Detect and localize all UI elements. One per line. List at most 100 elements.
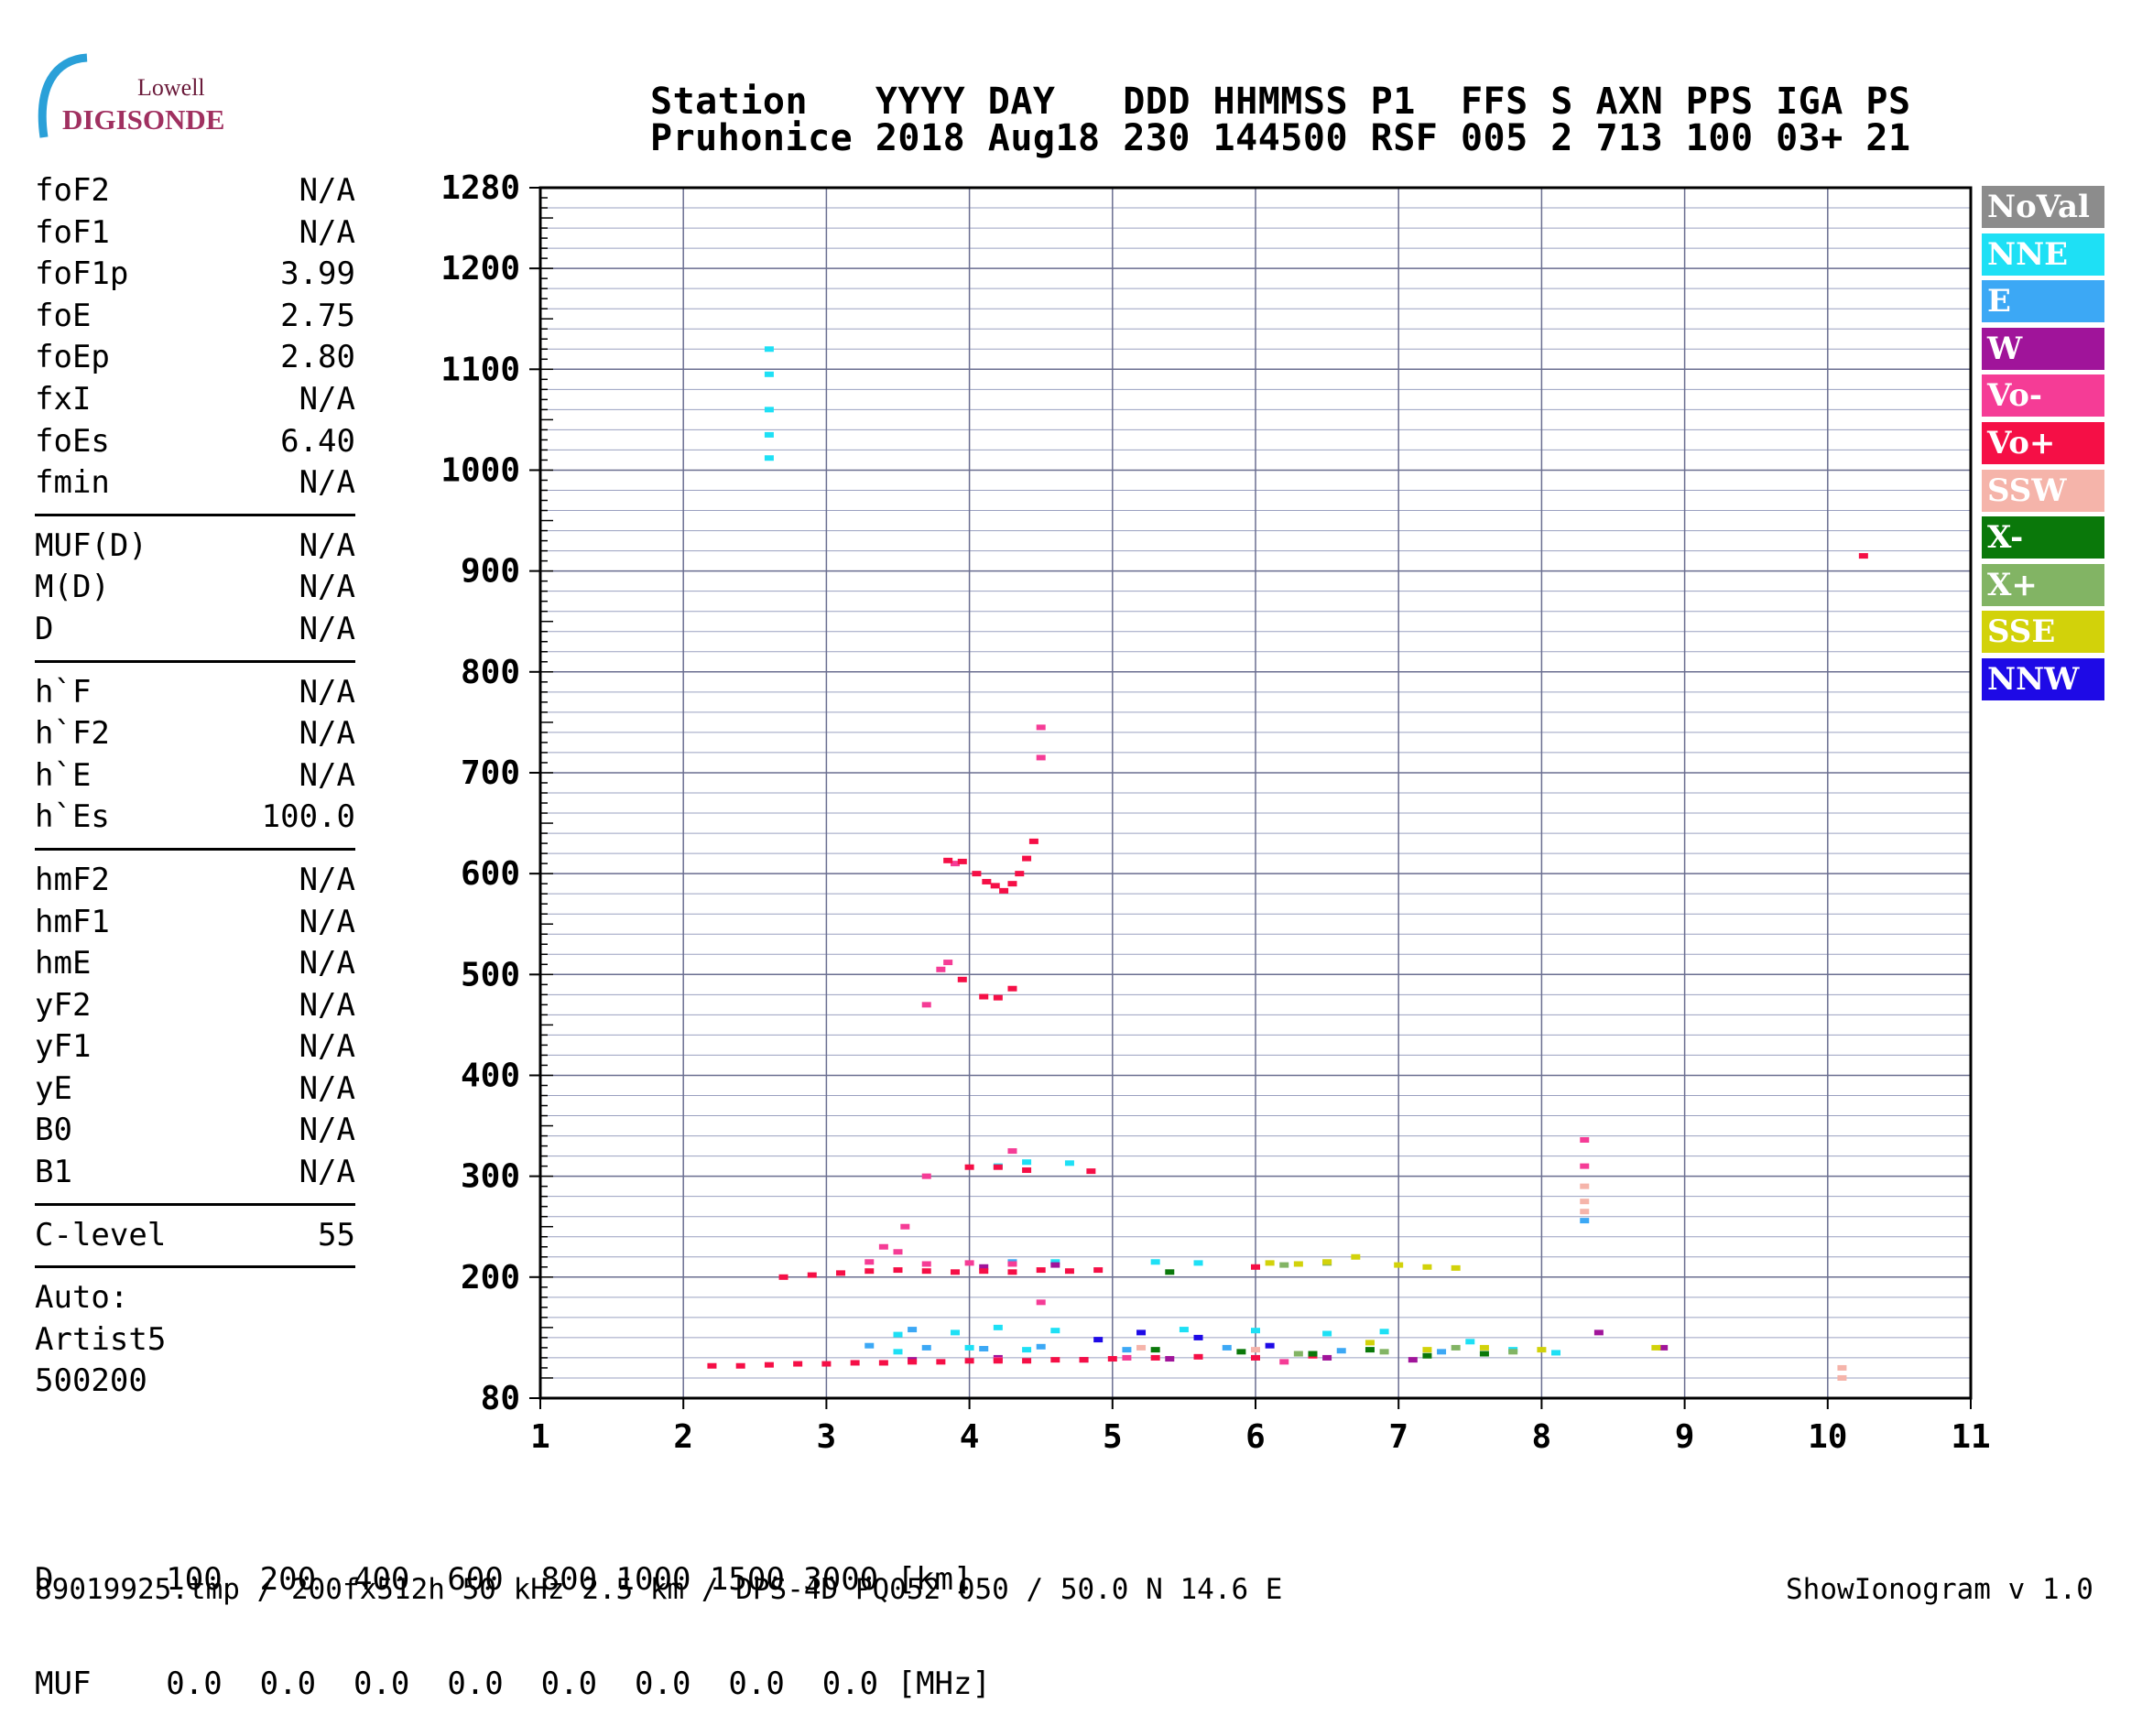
data-point <box>1022 855 1032 862</box>
data-point <box>1064 1160 1074 1166</box>
y-tick-label: 200 <box>461 1259 520 1297</box>
data-point <box>1193 1260 1203 1266</box>
param-value: 6.40 <box>280 422 355 460</box>
param-row: D N/A <box>35 609 355 651</box>
data-point <box>1322 1259 1332 1265</box>
data-point <box>1050 1259 1060 1265</box>
y-tick-label: 1100 <box>440 351 520 388</box>
data-point <box>1251 1347 1260 1353</box>
data-point <box>1293 1351 1303 1357</box>
param-row: C-level 55 <box>35 1215 355 1257</box>
data-point <box>990 883 1000 889</box>
data-point <box>1580 1183 1590 1189</box>
data-point <box>1351 1253 1361 1260</box>
param-divider <box>35 847 355 851</box>
data-point <box>1365 1340 1375 1346</box>
param-value: N/A <box>299 756 355 794</box>
param-name: hmE <box>35 945 92 982</box>
data-point <box>964 1344 974 1351</box>
data-point <box>1508 1349 1518 1355</box>
muf-row: MUF 0.0 0.0 0.0 0.0 0.0 0.0 0.0 0.0 [MHz… <box>35 1665 991 1702</box>
param-row: h`F2 N/A <box>35 713 355 755</box>
data-point <box>764 1362 774 1368</box>
data-point <box>1022 1358 1032 1364</box>
legend-item: NNE <box>1982 233 2104 276</box>
param-value: N/A <box>299 380 355 418</box>
data-point <box>1451 1344 1461 1351</box>
data-point <box>1064 1268 1074 1275</box>
x-tick-label: 4 <box>960 1418 980 1456</box>
data-point <box>1379 1349 1389 1355</box>
lowell-digisonde-logo: Lowell DIGISONDE <box>37 50 238 151</box>
data-point <box>993 1164 1003 1170</box>
y-tick-label: 300 <box>461 1158 520 1196</box>
data-point <box>921 1173 931 1179</box>
header-labels: Station YYYY DAY DDD HHMMSS P1 FFS S AXN… <box>650 81 1911 123</box>
x-tick-label: 7 <box>1388 1418 1408 1456</box>
param-row: foF1p 3.99 <box>35 254 355 296</box>
data-point <box>1050 1328 1060 1334</box>
data-point <box>1036 754 1046 761</box>
data-point <box>1007 1261 1017 1267</box>
legend-item: E <box>1982 280 2104 323</box>
data-point <box>908 1359 918 1365</box>
data-point <box>1465 1339 1475 1345</box>
data-point <box>964 1260 974 1266</box>
param-value: N/A <box>299 986 355 1024</box>
legend-item: Vo+ <box>1982 422 2104 464</box>
param-name: D <box>35 610 54 647</box>
param-value: N/A <box>299 569 355 606</box>
footer-version: ShowIonogram v 1.0 <box>1786 1573 2093 1606</box>
legend-item: NNW <box>1982 658 2104 700</box>
legend-item: W <box>1982 327 2104 370</box>
param-row: foEs 6.40 <box>35 421 355 463</box>
x-tick-label: 1 <box>530 1418 550 1456</box>
param-value: N/A <box>299 1069 355 1107</box>
param-name: h`F2 <box>35 715 110 753</box>
param-value: N/A <box>299 213 355 251</box>
data-point <box>1451 1264 1461 1271</box>
logo-line1: Lowell <box>137 74 205 101</box>
data-point <box>950 1329 960 1336</box>
data-point <box>999 887 1009 894</box>
y-tick-label: 700 <box>461 754 520 792</box>
data-point <box>1251 1354 1260 1361</box>
param-value: N/A <box>299 1154 355 1191</box>
y-tick-label: 600 <box>461 855 520 893</box>
data-point <box>864 1259 875 1265</box>
x-tick-label: 3 <box>817 1418 837 1456</box>
param-name: hmF2 <box>35 861 110 898</box>
data-point <box>1079 1357 1089 1363</box>
param-row: foF2 N/A <box>35 170 355 212</box>
param-divider <box>35 1202 355 1206</box>
data-point <box>807 1272 817 1278</box>
param-value: 2.80 <box>280 339 355 376</box>
data-point <box>1015 871 1025 877</box>
data-point <box>893 1331 903 1338</box>
param-value: N/A <box>299 464 355 502</box>
param-name: MUF(D) <box>35 526 147 564</box>
data-point <box>1858 553 1868 559</box>
param-row: yF2 N/A <box>35 985 355 1027</box>
data-point <box>764 455 774 461</box>
param-row: yF1 N/A <box>35 1026 355 1069</box>
legend-item: X- <box>1982 516 2104 559</box>
data-point <box>1651 1344 1661 1351</box>
x-tick-label: 9 <box>1675 1418 1695 1456</box>
data-point <box>1165 1269 1175 1275</box>
data-point <box>1093 1337 1104 1343</box>
data-point <box>893 1349 903 1355</box>
data-point <box>1022 1167 1032 1174</box>
data-point <box>1007 1269 1017 1275</box>
data-point <box>1394 1262 1404 1268</box>
param-divider <box>35 513 355 516</box>
data-point <box>1422 1352 1432 1359</box>
data-point <box>1093 1267 1104 1274</box>
x-tick-label: 10 <box>1808 1418 1847 1456</box>
data-point <box>1336 1348 1346 1354</box>
param-name: M(D) <box>35 569 110 606</box>
data-point <box>778 1274 788 1280</box>
ionogram-chart: 8020030040050060070080090010001100120012… <box>440 169 1990 1456</box>
y-tick-label: 80 <box>481 1380 520 1417</box>
param-name: foE <box>35 297 92 334</box>
